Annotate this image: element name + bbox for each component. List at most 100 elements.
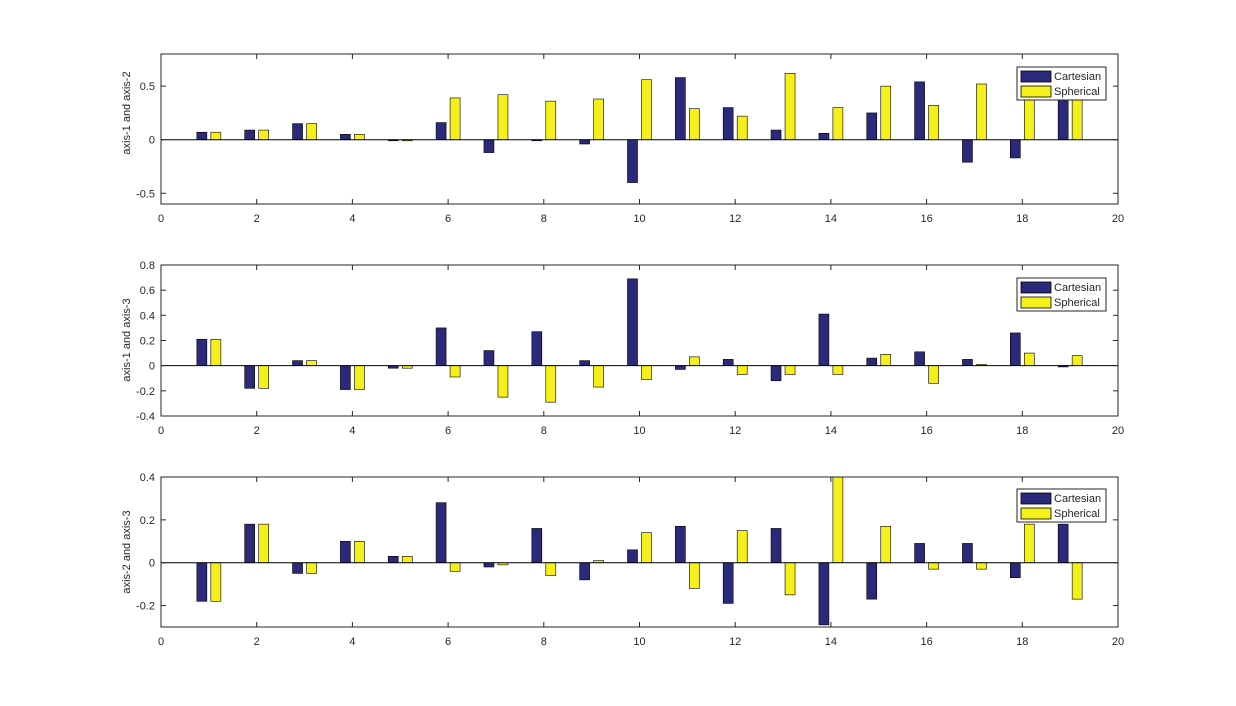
plot-area xyxy=(161,265,1118,416)
bar-spherical-19 xyxy=(1071,355,1083,366)
x-tick-label: 8 xyxy=(541,425,547,437)
bar-spherical-15 xyxy=(880,525,892,564)
bar-spherical-14 xyxy=(832,107,844,141)
y-axis-label: axis-1 and axis-3 xyxy=(121,298,133,381)
bar-cartesian-12 xyxy=(722,107,734,141)
bar-cartesian-15 xyxy=(866,112,878,141)
x-tick-label: 2 xyxy=(254,636,260,648)
x-tick-label: 10 xyxy=(633,636,645,648)
bar-cartesian-12 xyxy=(722,562,734,604)
x-tick-label: 8 xyxy=(541,636,547,648)
x-tick-label: 4 xyxy=(349,636,355,648)
x-tick-label: 2 xyxy=(254,425,260,437)
y-tick-label: -0.2 xyxy=(136,386,155,398)
y-tick-label: 0.2 xyxy=(140,515,155,527)
legend-label-spherical: Spherical xyxy=(1054,86,1100,98)
x-tick-label: 6 xyxy=(445,213,451,225)
x-tick-label: 18 xyxy=(1016,425,1028,437)
bar-spherical-12 xyxy=(736,365,748,375)
bar-cartesian-13 xyxy=(770,365,782,382)
legend-label-cartesian: Cartesian xyxy=(1054,282,1101,294)
x-tick-label: 14 xyxy=(825,425,837,437)
legend-swatch-spherical xyxy=(1020,507,1052,520)
bar-spherical-7 xyxy=(497,365,509,398)
bar-cartesian-11 xyxy=(675,365,686,370)
y-tick-label: 0.5 xyxy=(140,81,155,93)
x-tick-label: 12 xyxy=(729,636,741,648)
bar-spherical-14 xyxy=(832,476,844,564)
bar-cartesian-6 xyxy=(435,122,447,141)
bar-spherical-4 xyxy=(354,540,365,564)
bar-spherical-17 xyxy=(976,83,987,141)
x-tick-label: 10 xyxy=(633,425,645,437)
x-tick-label: 20 xyxy=(1112,425,1124,437)
x-tick-label: 20 xyxy=(1112,213,1124,225)
bar-cartesian-3 xyxy=(292,360,303,366)
bar-cartesian-14 xyxy=(818,132,830,141)
bar-spherical-9 xyxy=(593,98,604,141)
bar-cartesian-2 xyxy=(244,523,255,564)
bar-spherical-15 xyxy=(880,354,892,366)
bar-cartesian-14 xyxy=(818,562,830,626)
legend: Cartesian Spherical xyxy=(1016,277,1107,312)
bar-spherical-11 xyxy=(689,356,700,366)
legend-label-spherical: Spherical xyxy=(1054,508,1100,520)
x-tick-label: 4 xyxy=(349,213,355,225)
y-tick-label: -0.5 xyxy=(136,188,155,200)
x-tick-label: 14 xyxy=(825,213,837,225)
bar-spherical-18 xyxy=(1024,523,1035,564)
bar-spherical-8 xyxy=(545,100,557,141)
bar-spherical-1 xyxy=(210,131,222,141)
y-tick-label: 0.6 xyxy=(140,285,155,297)
bar-spherical-4 xyxy=(354,134,365,141)
x-tick-label: 12 xyxy=(729,213,741,225)
bar-cartesian-1 xyxy=(196,338,208,366)
bar-spherical-16 xyxy=(928,365,939,384)
bar-cartesian-7 xyxy=(483,139,495,153)
x-tick-label: 0 xyxy=(158,425,164,437)
x-tick-label: 0 xyxy=(158,636,164,648)
x-tick-label: 18 xyxy=(1016,636,1028,648)
legend-swatch-cartesian xyxy=(1020,70,1052,83)
bar-cartesian-16 xyxy=(914,81,925,141)
bars xyxy=(196,476,1083,626)
x-tick-label: 2 xyxy=(254,213,260,225)
bar-spherical-16 xyxy=(928,562,939,570)
x-tick-label: 10 xyxy=(633,213,645,225)
bar-cartesian-9 xyxy=(579,360,590,366)
bar-cartesian-13 xyxy=(770,528,782,564)
bar-cartesian-12 xyxy=(722,359,734,366)
x-tick-label: 4 xyxy=(349,425,355,437)
bar-cartesian-11 xyxy=(675,77,686,141)
bar-cartesian-1 xyxy=(196,562,208,602)
bar-spherical-14 xyxy=(832,365,844,375)
bar-spherical-2 xyxy=(258,129,270,141)
bar-spherical-12 xyxy=(736,530,748,564)
y-axis-label: axis-1 and axis-2 xyxy=(121,71,133,154)
bar-cartesian-16 xyxy=(914,543,925,564)
plot-area xyxy=(161,54,1118,204)
bar-spherical-18 xyxy=(1024,94,1035,141)
plot-area xyxy=(161,477,1118,627)
bar-cartesian-15 xyxy=(866,562,878,600)
bar-cartesian-7 xyxy=(483,350,495,366)
bar-cartesian-3 xyxy=(292,562,303,574)
bar-cartesian-18 xyxy=(1009,562,1021,579)
bar-cartesian-2 xyxy=(244,129,255,141)
bar-cartesian-8 xyxy=(531,331,543,366)
bar-cartesian-13 xyxy=(770,129,782,141)
bar-spherical-2 xyxy=(258,523,270,564)
bar-spherical-10 xyxy=(641,532,652,564)
legend-swatch-cartesian xyxy=(1020,492,1052,505)
subplot-1: axis-1 and axis-2 0 2 4 6 8 10 12 14 16 18 20 -0.5 0… xyxy=(121,53,1124,225)
bar-cartesian-17 xyxy=(962,359,973,366)
bar-cartesian-19 xyxy=(1057,523,1069,564)
bar-cartesian-10 xyxy=(627,139,638,183)
bar-spherical-3 xyxy=(306,562,317,574)
legend-label-spherical: Spherical xyxy=(1054,297,1100,309)
y-tick-label: -0.2 xyxy=(136,601,155,613)
y-tick-label: -0.4 xyxy=(136,411,155,423)
x-tick-label: 20 xyxy=(1112,636,1124,648)
bar-spherical-13 xyxy=(784,72,796,141)
bar-spherical-16 xyxy=(928,105,939,141)
